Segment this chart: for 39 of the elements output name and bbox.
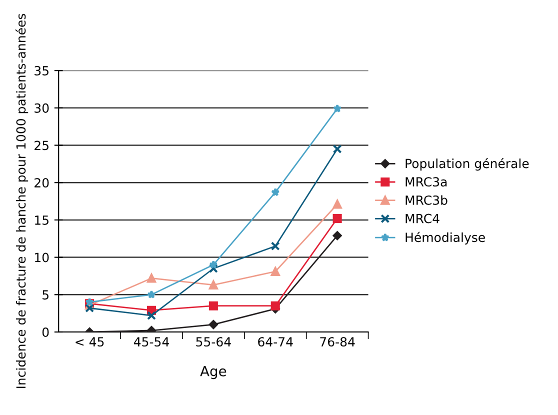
point: [147, 290, 156, 299]
y-tick-label: 15: [35, 216, 48, 225]
point: [146, 311, 156, 320]
x-tick-label: 45-54: [134, 337, 169, 347]
x-tick-label: 55-64: [196, 337, 231, 347]
legend-label: Hémodialyse: [406, 232, 485, 245]
legend-label: MRC4: [406, 214, 440, 224]
point: [85, 298, 94, 306]
point: [332, 144, 342, 154]
x-tick-label: 64-74: [258, 337, 293, 347]
point: [271, 188, 280, 196]
legend-label: MRC3a: [406, 177, 447, 187]
y-axis-title: Incidence de fracture de hanche pour 1000 patients-années: [16, 14, 28, 388]
point: [332, 104, 342, 112]
point: [208, 280, 218, 290]
point: [85, 304, 94, 313]
x-axis-title: Age: [200, 366, 226, 380]
point: [332, 200, 342, 209]
point: [208, 301, 218, 310]
y-tick-label: 30: [34, 103, 49, 113]
point: [270, 301, 280, 310]
legend-label: Population générale: [406, 158, 529, 171]
point: [146, 274, 156, 283]
point: [208, 264, 218, 274]
point: [209, 260, 218, 269]
y-tick-label: 0: [42, 327, 49, 337]
y-tick-label: 20: [34, 178, 49, 188]
legend-label: MRC3b: [406, 195, 448, 205]
y-tick-label: 35: [34, 66, 48, 76]
y-tick-label: 25: [34, 140, 48, 150]
point: [270, 266, 280, 276]
y-tick-label: 5: [42, 290, 48, 300]
point: [332, 231, 342, 240]
point: [332, 214, 342, 223]
point: [208, 320, 218, 330]
x-tick-label: 76-84: [320, 337, 355, 347]
x-tick-label: < 45: [76, 337, 104, 347]
y-tick-label: 10: [35, 252, 49, 262]
point: [270, 242, 280, 251]
